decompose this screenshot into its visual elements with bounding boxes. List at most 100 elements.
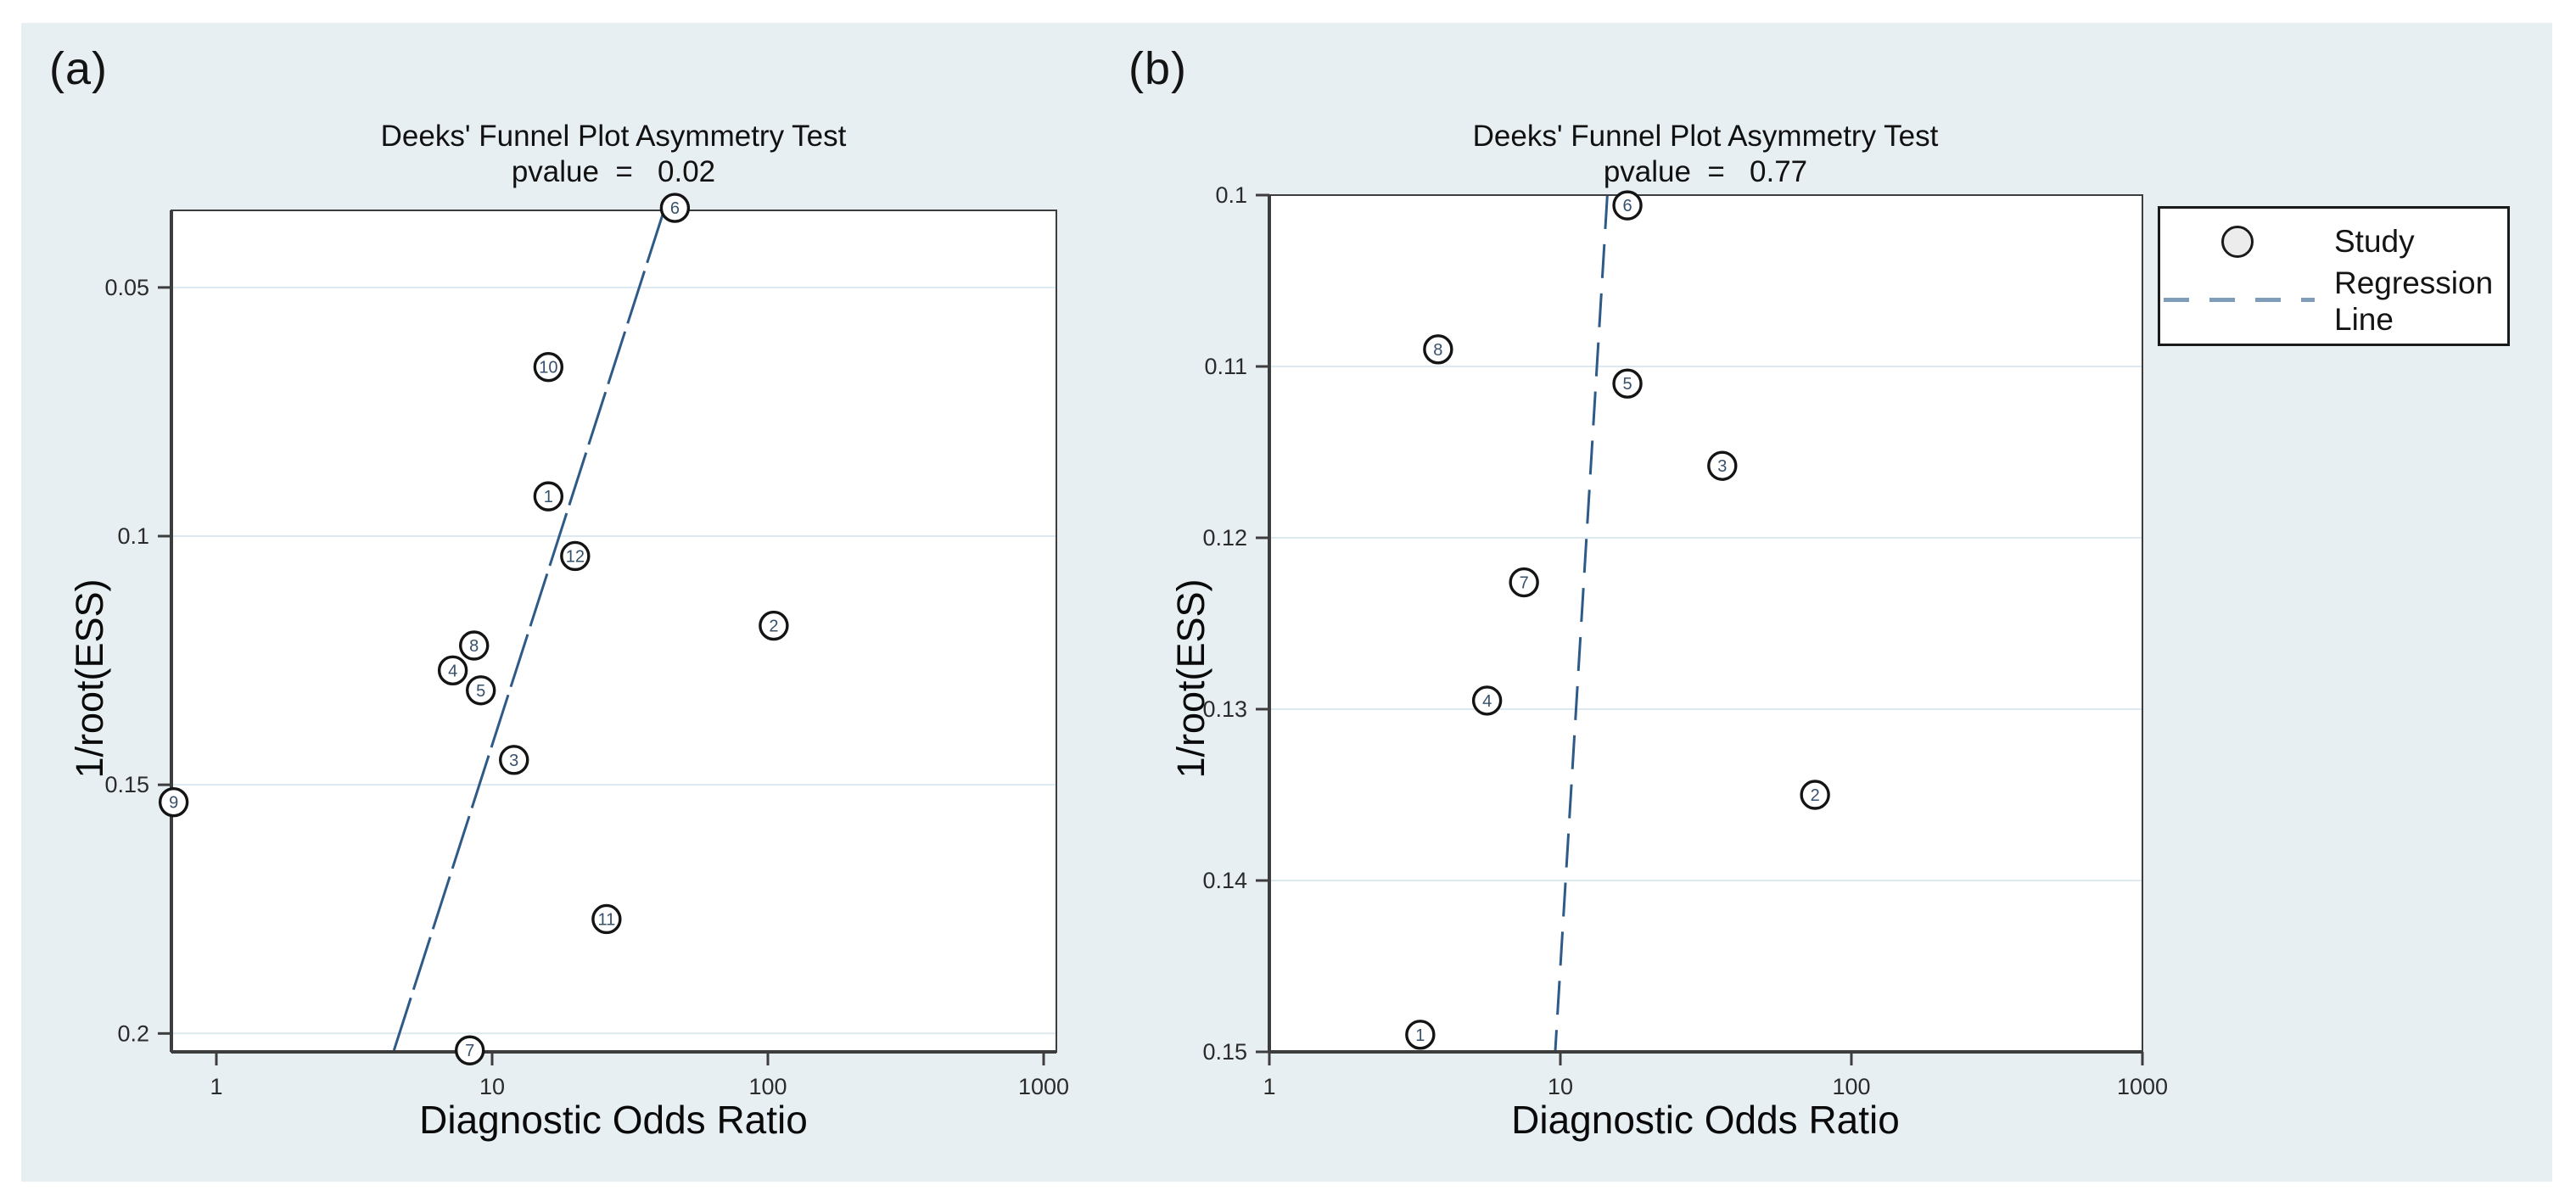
study-number: 5 bbox=[1622, 375, 1632, 394]
plot-area bbox=[1269, 195, 2142, 1052]
study-circle-icon bbox=[1471, 685, 1503, 716]
panel-a-y-axis-label: 1/root(ESS) bbox=[68, 579, 111, 779]
panel-b-label: (b) bbox=[1128, 43, 1187, 94]
study-point-10: 10 bbox=[533, 351, 564, 383]
study-circle-icon bbox=[1707, 450, 1738, 481]
y-tick-label: 0.1 bbox=[1215, 182, 1247, 208]
legend-study-label: Study bbox=[2334, 224, 2415, 259]
study-point-6: 6 bbox=[1612, 190, 1643, 221]
panel-b-pvalue-text: pvalue = 0.77 bbox=[1603, 155, 1808, 188]
study-number: 1 bbox=[1415, 1026, 1425, 1045]
regression-line bbox=[1554, 194, 1609, 1053]
study-circle-icon bbox=[560, 540, 591, 572]
study-point-9: 9 bbox=[158, 786, 189, 818]
study-number: 4 bbox=[448, 662, 457, 680]
study-circle-icon bbox=[1423, 334, 1453, 365]
study-circle-icon bbox=[533, 481, 564, 512]
study-circle-icon bbox=[454, 1035, 485, 1065]
y-tick-label: 0.11 bbox=[1204, 354, 1247, 379]
study-number: 2 bbox=[1811, 786, 1820, 805]
study-number: 7 bbox=[1520, 574, 1529, 593]
study-number: 12 bbox=[566, 547, 585, 566]
study-number: 3 bbox=[509, 752, 518, 770]
study-point-7: 7 bbox=[1509, 567, 1539, 598]
x-tick-label: 1000 bbox=[1018, 1074, 1069, 1099]
x-tick-label: 10 bbox=[479, 1074, 505, 1099]
study-point-8: 8 bbox=[459, 630, 490, 661]
study-point-1: 1 bbox=[533, 481, 564, 512]
study-point-11: 11 bbox=[591, 903, 622, 935]
study-point-3: 3 bbox=[1707, 450, 1738, 481]
y-tick-label: 0.13 bbox=[1202, 696, 1247, 722]
study-point-4: 4 bbox=[437, 655, 468, 686]
y-tick-label: 0.15 bbox=[104, 772, 149, 797]
study-circle-icon bbox=[759, 610, 789, 641]
study-number: 1 bbox=[544, 488, 553, 506]
study-circle-icon bbox=[437, 655, 468, 686]
y-tick-label: 0.15 bbox=[1202, 1039, 1247, 1065]
panel-b-x-axis-label: Diagnostic Odds Ratio bbox=[1511, 1098, 1900, 1142]
study-number: 9 bbox=[169, 794, 178, 813]
study-circle-icon bbox=[465, 675, 496, 706]
study-point-2: 2 bbox=[1800, 780, 1830, 810]
study-circle-icon bbox=[158, 786, 189, 818]
study-point-8: 8 bbox=[1423, 334, 1453, 365]
study-point-2: 2 bbox=[759, 610, 789, 641]
legend-regression-label: Regression Line bbox=[2334, 266, 2494, 337]
panel-a-pvalue-text: pvalue = 0.02 bbox=[511, 155, 716, 188]
study-circle-icon bbox=[591, 903, 622, 935]
study-number: 4 bbox=[1482, 692, 1492, 711]
study-circle-icon bbox=[1612, 190, 1643, 221]
study-number: 10 bbox=[539, 359, 557, 377]
study-circle-icon bbox=[1405, 1020, 1436, 1050]
study-number: 6 bbox=[670, 199, 680, 218]
x-tick-label: 1000 bbox=[2117, 1074, 2168, 1099]
y-tick-label: 0.2 bbox=[117, 1020, 149, 1046]
study-point-4: 4 bbox=[1471, 685, 1503, 716]
study-circle-icon bbox=[459, 630, 490, 661]
y-tick-label: 0.05 bbox=[104, 275, 149, 300]
study-number: 11 bbox=[597, 910, 615, 929]
panel-a-x-axis-label: Diagnostic Odds Ratio bbox=[419, 1098, 808, 1142]
study-number: 3 bbox=[1717, 457, 1727, 476]
panel-a-title-text: Deeks' Funnel Plot Asymmetry Test bbox=[380, 120, 847, 153]
panel-a-label: (a) bbox=[49, 43, 108, 94]
study-number: 6 bbox=[1622, 197, 1632, 215]
study-number: 8 bbox=[469, 637, 479, 656]
study-circle-icon bbox=[659, 193, 691, 223]
study-point-1: 1 bbox=[1405, 1020, 1436, 1050]
panel-b-y-axis-label: 1/root(ESS) bbox=[1169, 579, 1212, 779]
study-circle-icon bbox=[1612, 368, 1643, 399]
legend-study-circle-icon bbox=[2221, 226, 2254, 258]
regression-line bbox=[392, 210, 665, 1052]
funnel-plot-a: 0.05 0.1 0.15 0.2 1 10 100 1000 6 10 1 12 2 84 5 3 9 11 7 bbox=[104, 193, 1069, 1099]
study-number: 5 bbox=[476, 682, 485, 701]
study-point-5: 5 bbox=[1612, 368, 1643, 399]
study-number: 8 bbox=[1433, 341, 1442, 360]
legend-regression-dash-icon bbox=[2164, 298, 2315, 302]
study-number: 2 bbox=[769, 618, 778, 636]
study-circle-icon bbox=[499, 745, 529, 775]
x-tick-label: 1 bbox=[1263, 1074, 1275, 1099]
x-tick-label: 100 bbox=[1832, 1074, 1870, 1099]
legend: Study Regression Line bbox=[2158, 206, 2510, 346]
study-circle-icon bbox=[1800, 780, 1830, 810]
y-tick-label: 0.14 bbox=[1202, 868, 1247, 893]
funnel-plot-b: 0.1 0.11 0.12 0.13 0.14 0.15 1 10 100 1000 6 8 5 3 7 4 2… bbox=[1202, 182, 2168, 1099]
x-tick-label: 1 bbox=[210, 1074, 222, 1099]
study-number: 7 bbox=[465, 1042, 474, 1060]
study-point-3: 3 bbox=[499, 745, 529, 775]
x-tick-label: 10 bbox=[1548, 1074, 1573, 1099]
study-point-5: 5 bbox=[465, 675, 496, 706]
study-circle-icon bbox=[1509, 567, 1539, 598]
study-point-6: 6 bbox=[659, 193, 691, 223]
panel-a-title: Deeks' Funnel Plot Asymmetry Test pvalue… bbox=[381, 119, 847, 190]
study-circle-icon bbox=[533, 351, 564, 383]
panel-b-title: Deeks' Funnel Plot Asymmetry Test pvalue… bbox=[1473, 119, 1939, 190]
y-tick-label: 0.12 bbox=[1202, 525, 1247, 551]
y-tick-label: 0.1 bbox=[117, 523, 149, 549]
x-tick-label: 100 bbox=[748, 1074, 787, 1099]
study-point-12: 12 bbox=[560, 540, 591, 572]
